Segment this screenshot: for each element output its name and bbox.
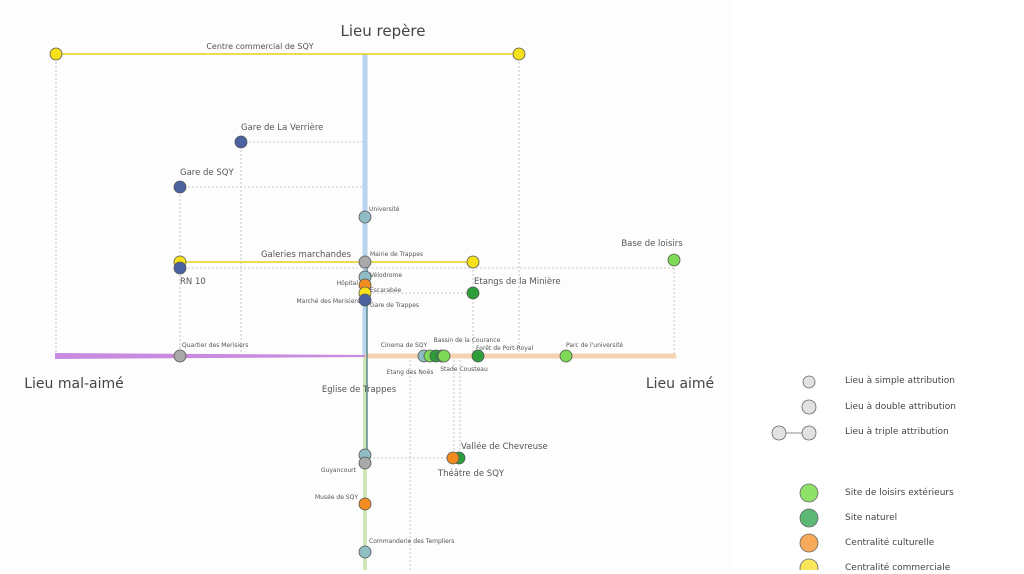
node-centre-commercial-de-sqy — [512, 47, 526, 61]
label-escarabee: Escarabée — [370, 287, 402, 294]
node-guyancourt — [358, 456, 372, 470]
label-gare-de-sqy: Gare de SQY — [180, 168, 234, 178]
node-parc-de-l-universite — [559, 349, 573, 363]
label-musee-de-sqy: Musée de SQY — [315, 494, 358, 501]
legend-simple-label: Lieu à simple attribution — [845, 376, 955, 386]
label-vallee-de-chevreuse: Vallée de Chevreuse — [461, 441, 548, 452]
legend-double-label: Lieu à double attribution — [845, 402, 956, 412]
label-centre-commercial-de-sqy: Centre commercial de SQY — [206, 42, 313, 51]
label-mairie-de-trappes: Mairie de Trappes — [370, 251, 423, 258]
axis-label-top: Lieu repère — [341, 22, 426, 40]
node-centre-commercial-de-sqy — [49, 47, 63, 61]
legend-loisirs-label: Site de loisirs extérieurs — [845, 488, 954, 498]
node-stade-cousteau — [437, 349, 451, 363]
axis-label-left: Lieu mal-aimé — [24, 376, 124, 392]
node-etangs-de-la-miniere — [466, 286, 480, 300]
node-commanderie-des-templiers — [358, 545, 372, 559]
node-galeries-marchandes — [466, 255, 480, 269]
node-theatre-de-sqy — [446, 451, 460, 465]
label-universite: Université — [369, 206, 400, 213]
legend-panel — [732, 0, 1024, 570]
axis-label-right: Lieu aimé — [646, 376, 714, 392]
label-stade-cousteau: Stade Cousteau — [440, 366, 488, 373]
label-theatre-de-sqy: Théâtre de SQY — [437, 468, 505, 479]
legend-triple-label: Lieu à triple attribution — [845, 427, 949, 437]
node-universite — [358, 210, 372, 224]
perception-diagram: Lieu repère Lieu mal-aimé Lieu aimé Centre … — [24, 22, 714, 570]
label-bassin-de-la-courance: Bassin de la Courance — [434, 337, 501, 344]
label-parc-de-l-universite: Parc de l'université — [566, 342, 623, 349]
label-etang-des-noes: Etang des Noës — [387, 369, 434, 376]
node-rn-10 — [173, 261, 187, 275]
node-gare-de-sqy — [173, 180, 187, 194]
label-etangs-de-la-miniere: Etangs de la Minière — [474, 276, 561, 287]
node-base-de-loisirs — [667, 253, 681, 267]
node-quartier-des-merisiers — [173, 349, 187, 363]
node-gare-de-trappes — [358, 293, 372, 307]
label-cinema-de-sqy: Cinema de SQY — [381, 342, 428, 349]
label-hopital: Hôpital — [337, 280, 359, 287]
label-foret-de-port-royal: Forêt de Port-Royal — [476, 345, 533, 352]
label-velodrome: Vélodrome — [370, 272, 402, 279]
axis-mal-aime — [55, 353, 365, 359]
legend-commercial-label: Centralité commerciale — [845, 563, 951, 573]
legend-naturel-label: Site naturel — [845, 513, 898, 523]
label-galeries-marchandes: Galeries marchandes — [261, 250, 352, 260]
label-marche-des-merisiers: Marché des Merisiers — [296, 298, 360, 305]
node-musee-de-sqy — [358, 497, 372, 511]
node-mairie-de-trappes — [358, 255, 372, 269]
node-foret-de-port-royal — [471, 349, 485, 363]
label-gare-de-trappes: Gare de Trappes — [370, 302, 419, 309]
label-gare-de-la-verriere: Gare de La Verrière — [241, 122, 323, 133]
label-guyancourt: Guyancourt — [321, 467, 357, 474]
label-quartier-des-merisiers: Quartier des Merisiers — [182, 342, 248, 349]
label-base-de-loisirs: Base de loisirs — [621, 239, 683, 249]
label-eglise-de-trappes: Eglise de Trappes — [322, 385, 397, 395]
node-gare-de-la-verriere — [234, 135, 248, 149]
label-rn-10: RN 10 — [180, 277, 206, 287]
label-commanderie-des-templiers: Commanderie des Templiers — [369, 538, 454, 545]
legend-culturel-label: Centralité culturelle — [845, 538, 935, 548]
